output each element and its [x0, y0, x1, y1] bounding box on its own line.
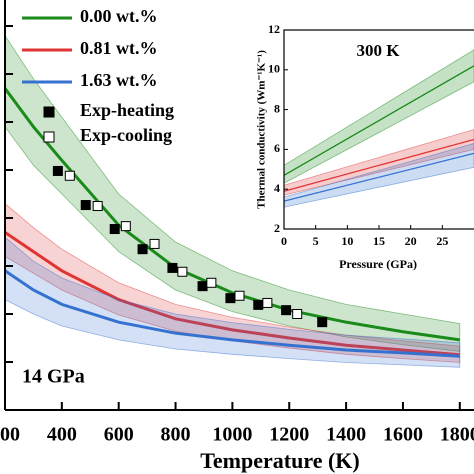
- data-point: [120, 221, 131, 232]
- x-tick-label: 800: [161, 424, 191, 446]
- data-point: [262, 297, 273, 308]
- data-point: [64, 170, 75, 181]
- line: [283, 65, 474, 176]
- data-point: [197, 281, 208, 292]
- data-point: [177, 266, 188, 277]
- line: [4, 231, 460, 357]
- x-tick-label: 200: [0, 424, 20, 446]
- data-point: [206, 277, 217, 288]
- y-tick-label: 6: [274, 141, 280, 155]
- legend-label: 0.00 wt.%: [80, 6, 158, 26]
- line: [3, 87, 461, 342]
- x-axis-label: Temperature (K): [200, 448, 359, 473]
- x-tick-label: 10: [341, 234, 353, 248]
- data-point: [167, 262, 178, 273]
- data-point: [317, 317, 328, 328]
- x-tick-label: 1200: [269, 424, 309, 446]
- data-point: [281, 305, 292, 316]
- data-point: [109, 224, 120, 235]
- inset-x-label: Pressure (GPa): [339, 257, 417, 271]
- x-tick-label: 1400: [326, 424, 366, 446]
- data-point: [137, 244, 148, 255]
- line: [283, 138, 474, 192]
- y-tick-label: 12: [268, 22, 280, 36]
- inset-background: [284, 30, 474, 229]
- legend-label: Exp-cooling: [80, 125, 172, 145]
- data-point: [253, 299, 264, 310]
- inset-title: 300 K: [357, 41, 401, 60]
- x-tick-label: 1600: [383, 424, 423, 446]
- data-point: [80, 200, 91, 211]
- legend-label: 1.63 wt.%: [80, 70, 158, 90]
- x-tick-label: 600: [104, 424, 134, 446]
- x-tick-label: 0: [281, 234, 287, 248]
- y-tick-label: 8: [274, 101, 280, 115]
- x-tick-label: 25: [436, 234, 448, 248]
- x-tick-label: 5: [313, 234, 319, 248]
- x-tick-label: 20: [405, 234, 417, 248]
- legend-marker: [43, 131, 55, 143]
- x-tick-label: 400: [47, 424, 77, 446]
- line: [283, 152, 474, 202]
- data-point: [149, 238, 160, 249]
- annotation: 14 GPa: [22, 366, 85, 388]
- uncertainty-band: [4, 236, 461, 368]
- y-tick-label: 2: [274, 221, 280, 235]
- legend-label: 0.81 wt.%: [80, 38, 158, 58]
- data-point: [234, 290, 245, 301]
- inset-y-label: Thermal conductivity (Wm⁻¹K⁻¹): [256, 50, 268, 209]
- data-point: [292, 309, 303, 319]
- data-point: [92, 201, 103, 211]
- y-tick-label: 4: [274, 181, 280, 195]
- x-tick-label: 1000: [212, 424, 252, 446]
- legend-marker: [43, 106, 55, 118]
- x-tick-label: 15: [373, 234, 385, 248]
- inset-frame: [283, 29, 474, 230]
- data-point: [52, 165, 63, 176]
- data-point: [225, 293, 236, 304]
- y-tick-label: 10: [268, 62, 280, 76]
- line: [4, 269, 460, 358]
- legend-label: Exp-heating: [80, 100, 174, 120]
